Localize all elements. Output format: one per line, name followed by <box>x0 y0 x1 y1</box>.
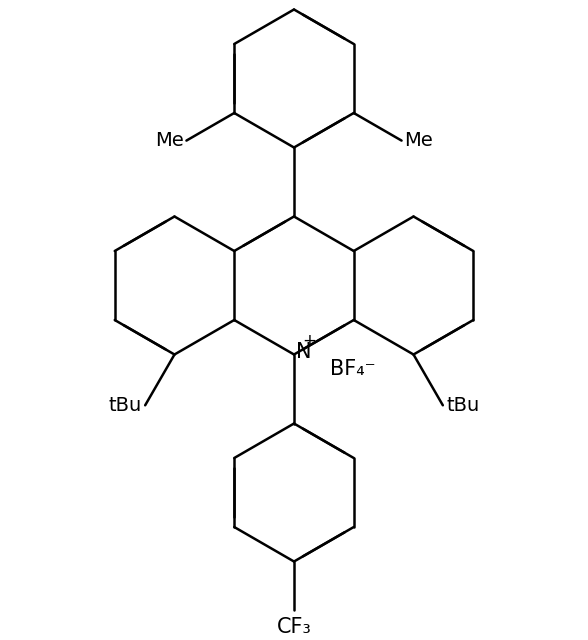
Text: tBu: tBu <box>447 396 480 415</box>
Text: CF₃: CF₃ <box>276 618 312 637</box>
Text: Me: Me <box>405 131 433 150</box>
Text: Me: Me <box>155 131 183 150</box>
Text: tBu: tBu <box>108 396 141 415</box>
Text: N: N <box>296 342 312 362</box>
Text: BF₄⁻: BF₄⁻ <box>330 359 376 379</box>
Text: +: + <box>302 332 316 350</box>
